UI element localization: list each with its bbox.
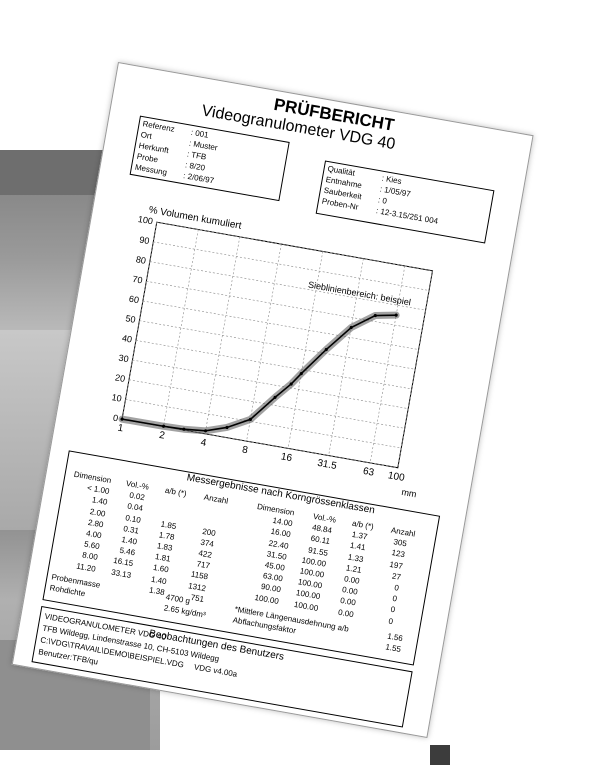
chart-grid — [121, 221, 434, 469]
y-tick-label: 20 — [114, 372, 126, 384]
x-tick-label: 8 — [241, 445, 249, 457]
gridline-y — [121, 418, 398, 469]
test-report-sheet: PRÜFBERICHT Videogranulometer VDG 40 Ref… — [11, 62, 534, 738]
data-point — [349, 325, 353, 330]
gridline-y — [149, 261, 426, 311]
gridline-y — [139, 320, 416, 370]
data-point — [324, 347, 328, 352]
gridline-y — [125, 399, 402, 449]
data-point — [203, 429, 208, 433]
gridline-x — [204, 236, 241, 434]
data-point — [120, 417, 124, 421]
gridline-x — [246, 244, 282, 442]
note-flattening-value: 1.55 — [384, 642, 402, 654]
y-tick-label: 80 — [135, 254, 147, 266]
data-point — [394, 313, 398, 317]
info-value: : 2/06/97 — [182, 171, 215, 186]
x-tick-label: 31.5 — [316, 458, 338, 472]
data-point — [273, 395, 277, 399]
y-tick-label: 30 — [118, 353, 130, 365]
chart-points — [118, 311, 400, 435]
corner-logo-icon — [430, 745, 450, 765]
chart-xunit: mm — [401, 487, 418, 499]
data-point — [248, 417, 252, 422]
y-tick-label: 70 — [132, 274, 144, 286]
y-tick-label: 90 — [139, 235, 151, 247]
data-point — [182, 427, 186, 431]
x-tick-label: 2 — [158, 430, 166, 442]
rohdichte-value: 2.65 kg/dm³ — [163, 603, 207, 620]
gridline-x — [397, 270, 433, 468]
data-point — [225, 425, 229, 430]
data-point — [299, 371, 303, 376]
x-tick-label: 4 — [200, 437, 208, 449]
gridline-x — [163, 229, 199, 427]
chart-annotation: Sieblinienbereich: beispiel — [307, 279, 411, 307]
y-tick-label: 10 — [111, 392, 123, 404]
x-tick-label: 1 — [117, 423, 125, 435]
gridline-x — [369, 265, 406, 463]
chart-ylabel: % Volumen kumuliert — [148, 205, 243, 232]
gridline-y — [132, 359, 409, 409]
y-tick-label: 50 — [125, 313, 137, 325]
data-point — [373, 313, 377, 318]
info-label: Ort — [139, 130, 153, 141]
x-tick-label: 100 — [387, 470, 406, 484]
info-label: Messung — [134, 162, 168, 178]
x-tick-label: 16 — [280, 451, 293, 464]
data-point — [289, 382, 293, 386]
x-tick-label: 63 — [362, 466, 375, 479]
data-point — [161, 424, 166, 428]
info-value: : 0 — [377, 195, 388, 206]
y-tick-label: 0 — [112, 413, 119, 424]
gridline-x — [121, 222, 158, 420]
gridline-y — [156, 221, 433, 272]
y-tick-label: 40 — [121, 333, 133, 345]
gridline-y — [135, 340, 412, 390]
gridline-x — [287, 251, 324, 449]
gridline-x — [328, 258, 364, 456]
y-tick-label: 100 — [137, 214, 154, 226]
footer-version: VDG v4.00a — [193, 662, 238, 679]
chart-ticks: 0 10 20 30 40 50 60 70 80 90 100 1 2 4 8 16 31.5 63 100 — [111, 214, 406, 484]
y-tick-label: 60 — [128, 294, 140, 306]
info-value: : 12-3.15/251 004 — [375, 206, 439, 226]
right-info-box: Qualität : Kies Entnahme : 1/05/97 Saube… — [315, 160, 495, 244]
sieve-curve-chart: % Volumen kumuliert Sieblinienbereich: b… — [111, 205, 434, 499]
